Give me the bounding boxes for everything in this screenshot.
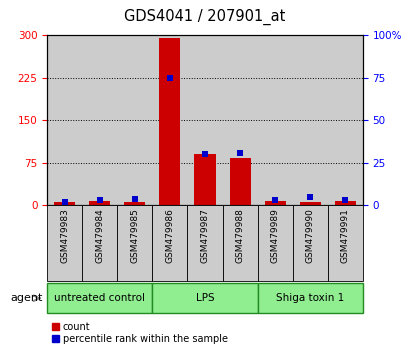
Text: GSM479991: GSM479991 [340,209,349,263]
Bar [222,35,257,205]
Bar [187,205,222,281]
Bar [82,205,117,281]
Bar [334,201,355,205]
Bar [152,205,187,281]
Text: GSM479986: GSM479986 [165,209,174,263]
Bar [327,205,362,281]
Bar [47,283,152,313]
Bar [187,35,222,205]
Bar [194,154,215,205]
Bar [159,38,180,205]
Text: GSM479983: GSM479983 [60,209,69,263]
Legend: count, percentile rank within the sample: count, percentile rank within the sample [52,322,227,344]
Text: Shiga toxin 1: Shiga toxin 1 [275,293,344,303]
Bar [54,202,75,205]
Bar [299,202,320,205]
Bar [89,201,110,205]
Bar [152,35,187,205]
Bar [82,35,117,205]
Text: GSM479984: GSM479984 [95,209,104,263]
Text: GDS4041 / 207901_at: GDS4041 / 207901_at [124,9,285,25]
Text: GSM479989: GSM479989 [270,209,279,263]
Bar [152,283,257,313]
Text: untreated control: untreated control [54,293,145,303]
Bar [327,35,362,205]
Bar [257,205,292,281]
Bar [264,201,285,205]
Text: GSM479987: GSM479987 [200,209,209,263]
Text: agent: agent [10,293,43,303]
Bar [117,35,152,205]
Bar [124,202,145,205]
Bar [47,205,82,281]
Bar [117,205,152,281]
Bar [257,283,362,313]
Text: GSM479985: GSM479985 [130,209,139,263]
Text: GSM479988: GSM479988 [235,209,244,263]
Bar [47,35,82,205]
Bar [257,35,292,205]
Text: GSM479990: GSM479990 [305,209,314,263]
Text: LPS: LPS [195,293,214,303]
Bar [292,35,327,205]
Bar [229,158,250,205]
Bar [222,205,257,281]
Bar [292,205,327,281]
